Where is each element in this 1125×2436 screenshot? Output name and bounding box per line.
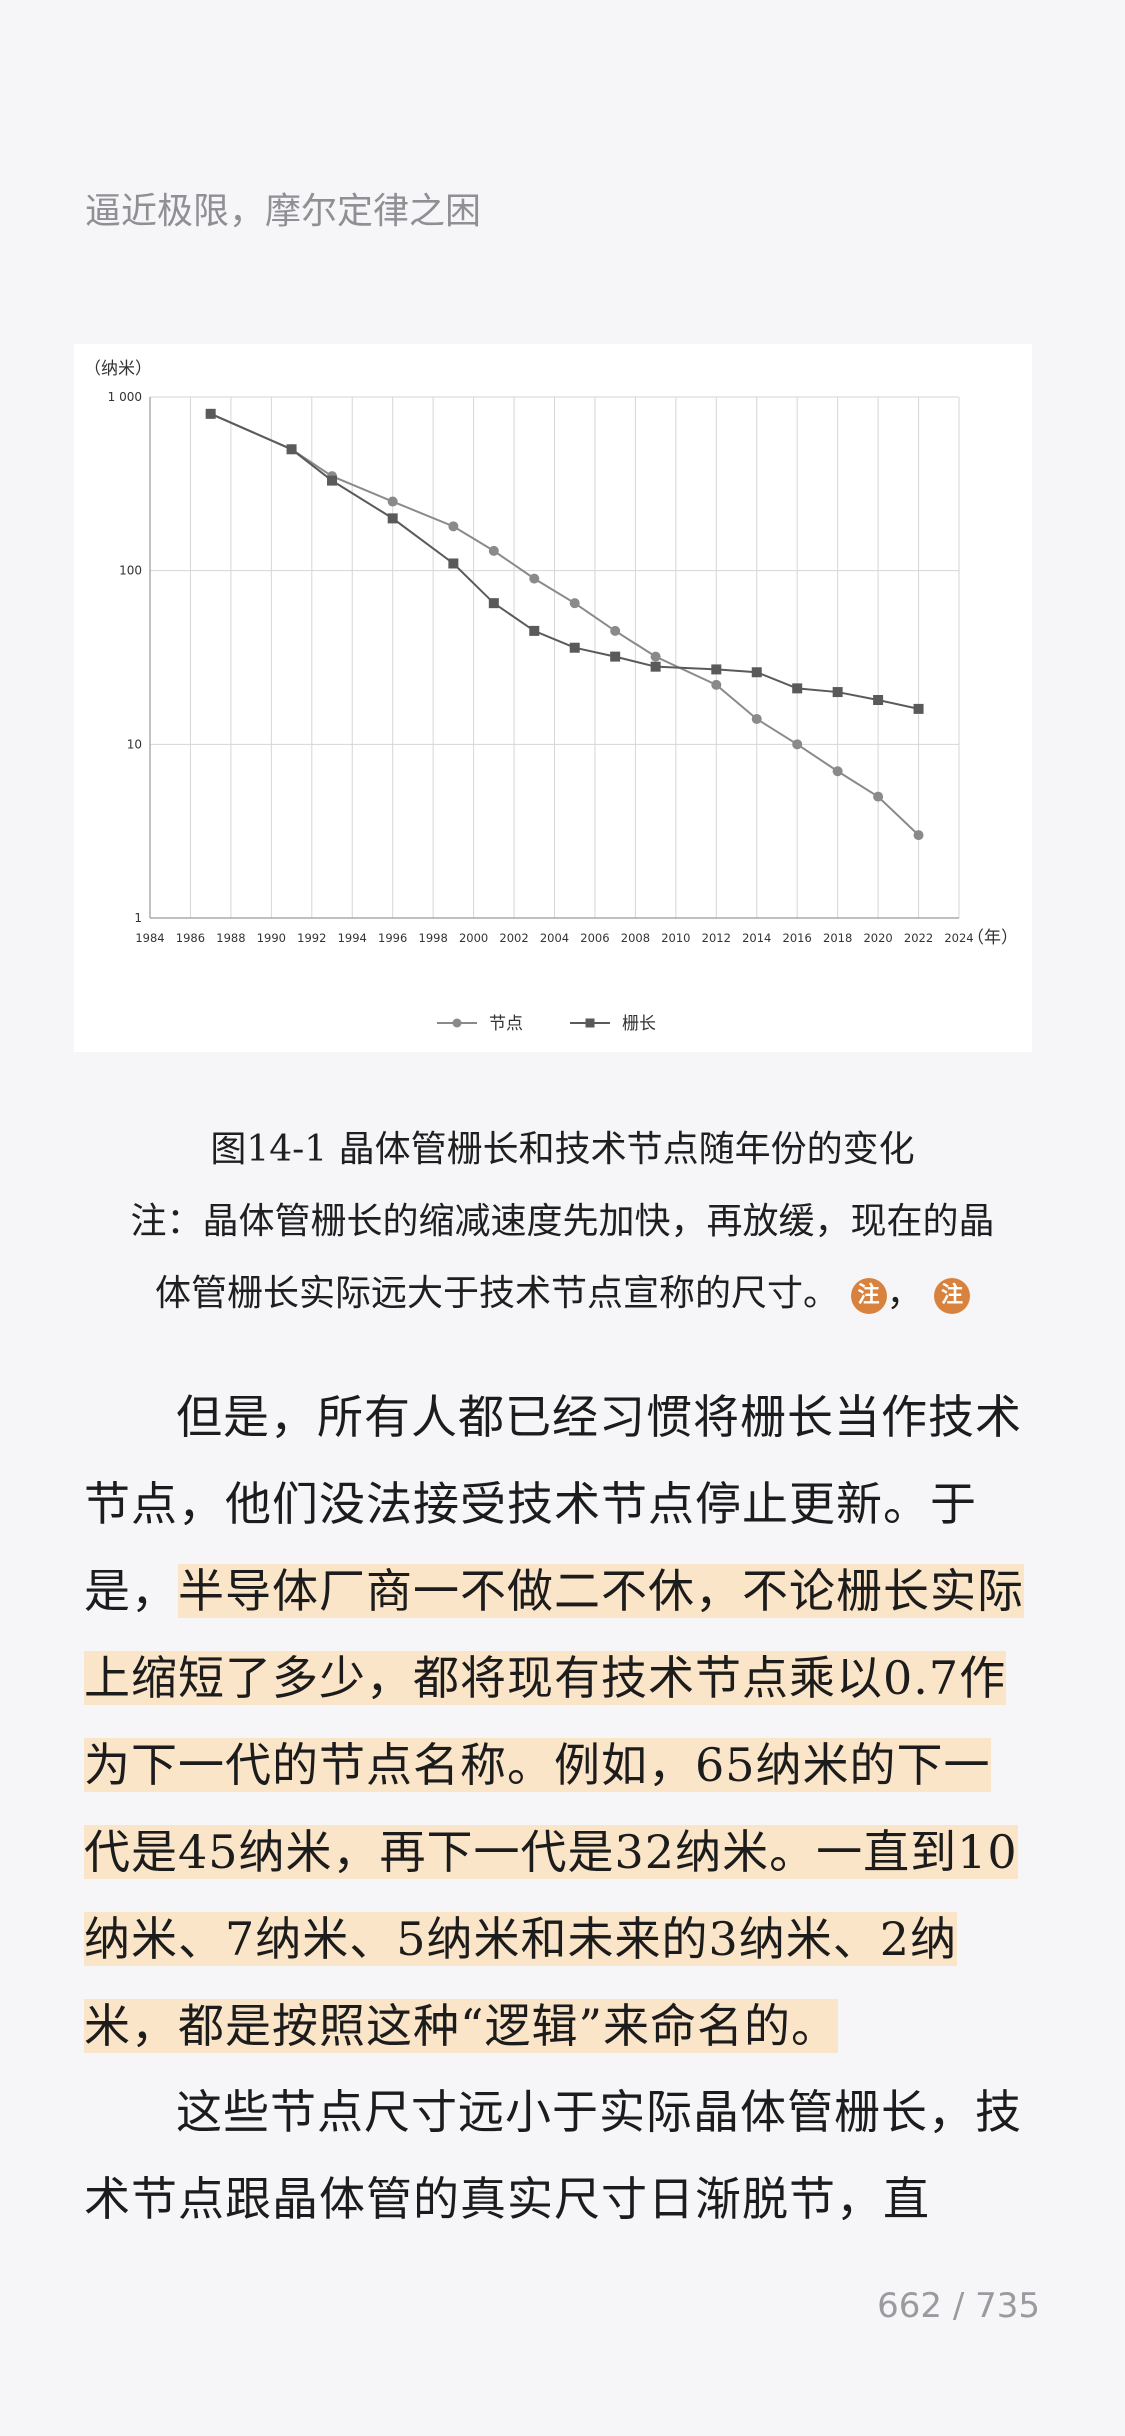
point-栅长-1996	[387, 513, 398, 524]
figure-caption-note-line2-wrap: 体管栅长实际远大于技术节点宣称的尺寸。 注， 注	[80, 1262, 1045, 1326]
paragraph-1: 但是，所有人都已经习惯将栅长当作技术节点，他们没法接受技术节点停止更新。于是，半…	[84, 1374, 1029, 2070]
point-节点-1996	[387, 496, 398, 507]
x-tick-label-2002: 2002	[499, 931, 528, 945]
point-栅长-2009	[650, 661, 661, 672]
x-tick-label-1996: 1996	[378, 931, 407, 945]
paragraph-2: 这些节点尺寸远小于实际晶体管栅长，技术节点跟晶体管的真实尺寸日渐脱节，直	[84, 2085, 1022, 2226]
footnote-badge-2[interactable]: 注	[933, 1278, 970, 1314]
legend-marker-栅长	[585, 1018, 595, 1028]
point-栅长-1987	[205, 408, 216, 419]
x-tick-label-1990: 1990	[257, 931, 286, 945]
y-tick-label-10: 10	[127, 737, 142, 751]
x-tick-label-1986: 1986	[176, 931, 205, 945]
point-栅长-2001	[488, 598, 499, 609]
point-栅长-1993	[327, 475, 338, 486]
footnote-badge-1[interactable]: 注	[850, 1278, 887, 1314]
point-节点-2018	[832, 766, 843, 777]
x-tick-label-1998: 1998	[419, 931, 448, 945]
legend-marker-节点	[452, 1018, 462, 1028]
point-节点-2016	[792, 739, 803, 750]
x-tick-label-2014: 2014	[742, 931, 771, 945]
line-chart: 1 000 100 10 1 1984 1986 1988 1990 1992 1994 1996 1…	[84, 359, 1018, 1034]
legend-label-栅长: 栅长	[622, 1014, 656, 1034]
y-axis-label: （纳米）	[84, 359, 152, 379]
figure-caption-note-line1: 注：晶体管栅长的缩减速度先加快，再放缓，现在的晶	[130, 1201, 995, 1242]
point-节点-2022	[913, 830, 924, 841]
point-节点-2007	[610, 625, 621, 636]
point-栅长-2014	[751, 667, 762, 678]
x-tick-label-2000: 2000	[459, 931, 488, 945]
point-栅长-2020	[873, 695, 884, 706]
x-tick-label-2004: 2004	[540, 931, 569, 945]
chapter-title: 逼近极限，摩尔定律之困	[85, 191, 482, 232]
page-indicator: 662 / 735	[877, 2286, 1040, 2326]
x-tick-label-2020: 2020	[863, 931, 892, 945]
point-节点-2020	[873, 791, 884, 802]
paragraph-1-text: 但是，所有人都已经习惯将栅长当作技术节点，他们没法接受技术节点停止更新。于是，	[84, 1390, 1022, 1618]
point-栅长-1991	[286, 444, 297, 455]
point-栅长-2012	[711, 664, 722, 675]
point-节点-2003	[529, 573, 540, 584]
legend-label-节点: 节点	[489, 1014, 523, 1034]
x-tick-label-2012: 2012	[702, 931, 731, 945]
point-栅长-2022	[913, 703, 924, 714]
note-separator: ，	[886, 1273, 923, 1314]
x-tick-label-2008: 2008	[621, 931, 650, 945]
y-tick-label-100: 100	[119, 564, 142, 578]
series-line-节点	[210, 412, 920, 836]
point-节点-2009	[650, 651, 661, 662]
x-tick-label-1992: 1992	[297, 931, 326, 945]
point-节点-1999	[448, 521, 459, 532]
y-tick-label-1: 1	[134, 911, 142, 925]
figure-caption-title: 图14-1 晶体管栅长和技术节点随年份的变化	[210, 1129, 915, 1170]
point-节点-2005	[569, 598, 580, 609]
x-tick-label-1994: 1994	[338, 931, 367, 945]
x-tick-label-2024: 2024	[944, 931, 973, 945]
point-栅长-2005	[569, 642, 580, 653]
highlighted-passage[interactable]: 半导体厂商一不做二不休，不论栅长实际上缩短了多少，都将现有技术节点乘以0.7作为…	[84, 1564, 1024, 2053]
point-栅长-1999	[448, 558, 459, 569]
figure-caption-note-line2: 体管栅长实际远大于技术节点宣称的尺寸。	[155, 1273, 840, 1314]
x-tick-label-1984: 1984	[135, 931, 164, 945]
point-栅长-2018	[832, 687, 843, 698]
point-栅长-2016	[792, 683, 803, 694]
point-栅长-2003	[529, 625, 540, 636]
point-节点-2012	[711, 679, 722, 690]
x-axis-label: （年）	[967, 928, 1018, 948]
x-tick-label-2010: 2010	[661, 931, 690, 945]
point-节点-2014	[751, 713, 762, 724]
x-tick-label-1988: 1988	[216, 931, 245, 945]
point-栅长-2007	[610, 651, 621, 662]
chart-figure: 1 000 100 10 1 1984 1986 1988 1990 1992 1994 1996 1…	[74, 344, 1032, 1052]
x-tick-label-2016: 2016	[783, 931, 812, 945]
series-line-栅长	[210, 412, 919, 710]
x-tick-label-2018: 2018	[823, 931, 852, 945]
point-节点-2001	[488, 545, 499, 556]
y-tick-label-1000: 1 000	[108, 390, 142, 404]
x-tick-label-2006: 2006	[580, 931, 609, 945]
x-tick-label-2022: 2022	[904, 931, 933, 945]
